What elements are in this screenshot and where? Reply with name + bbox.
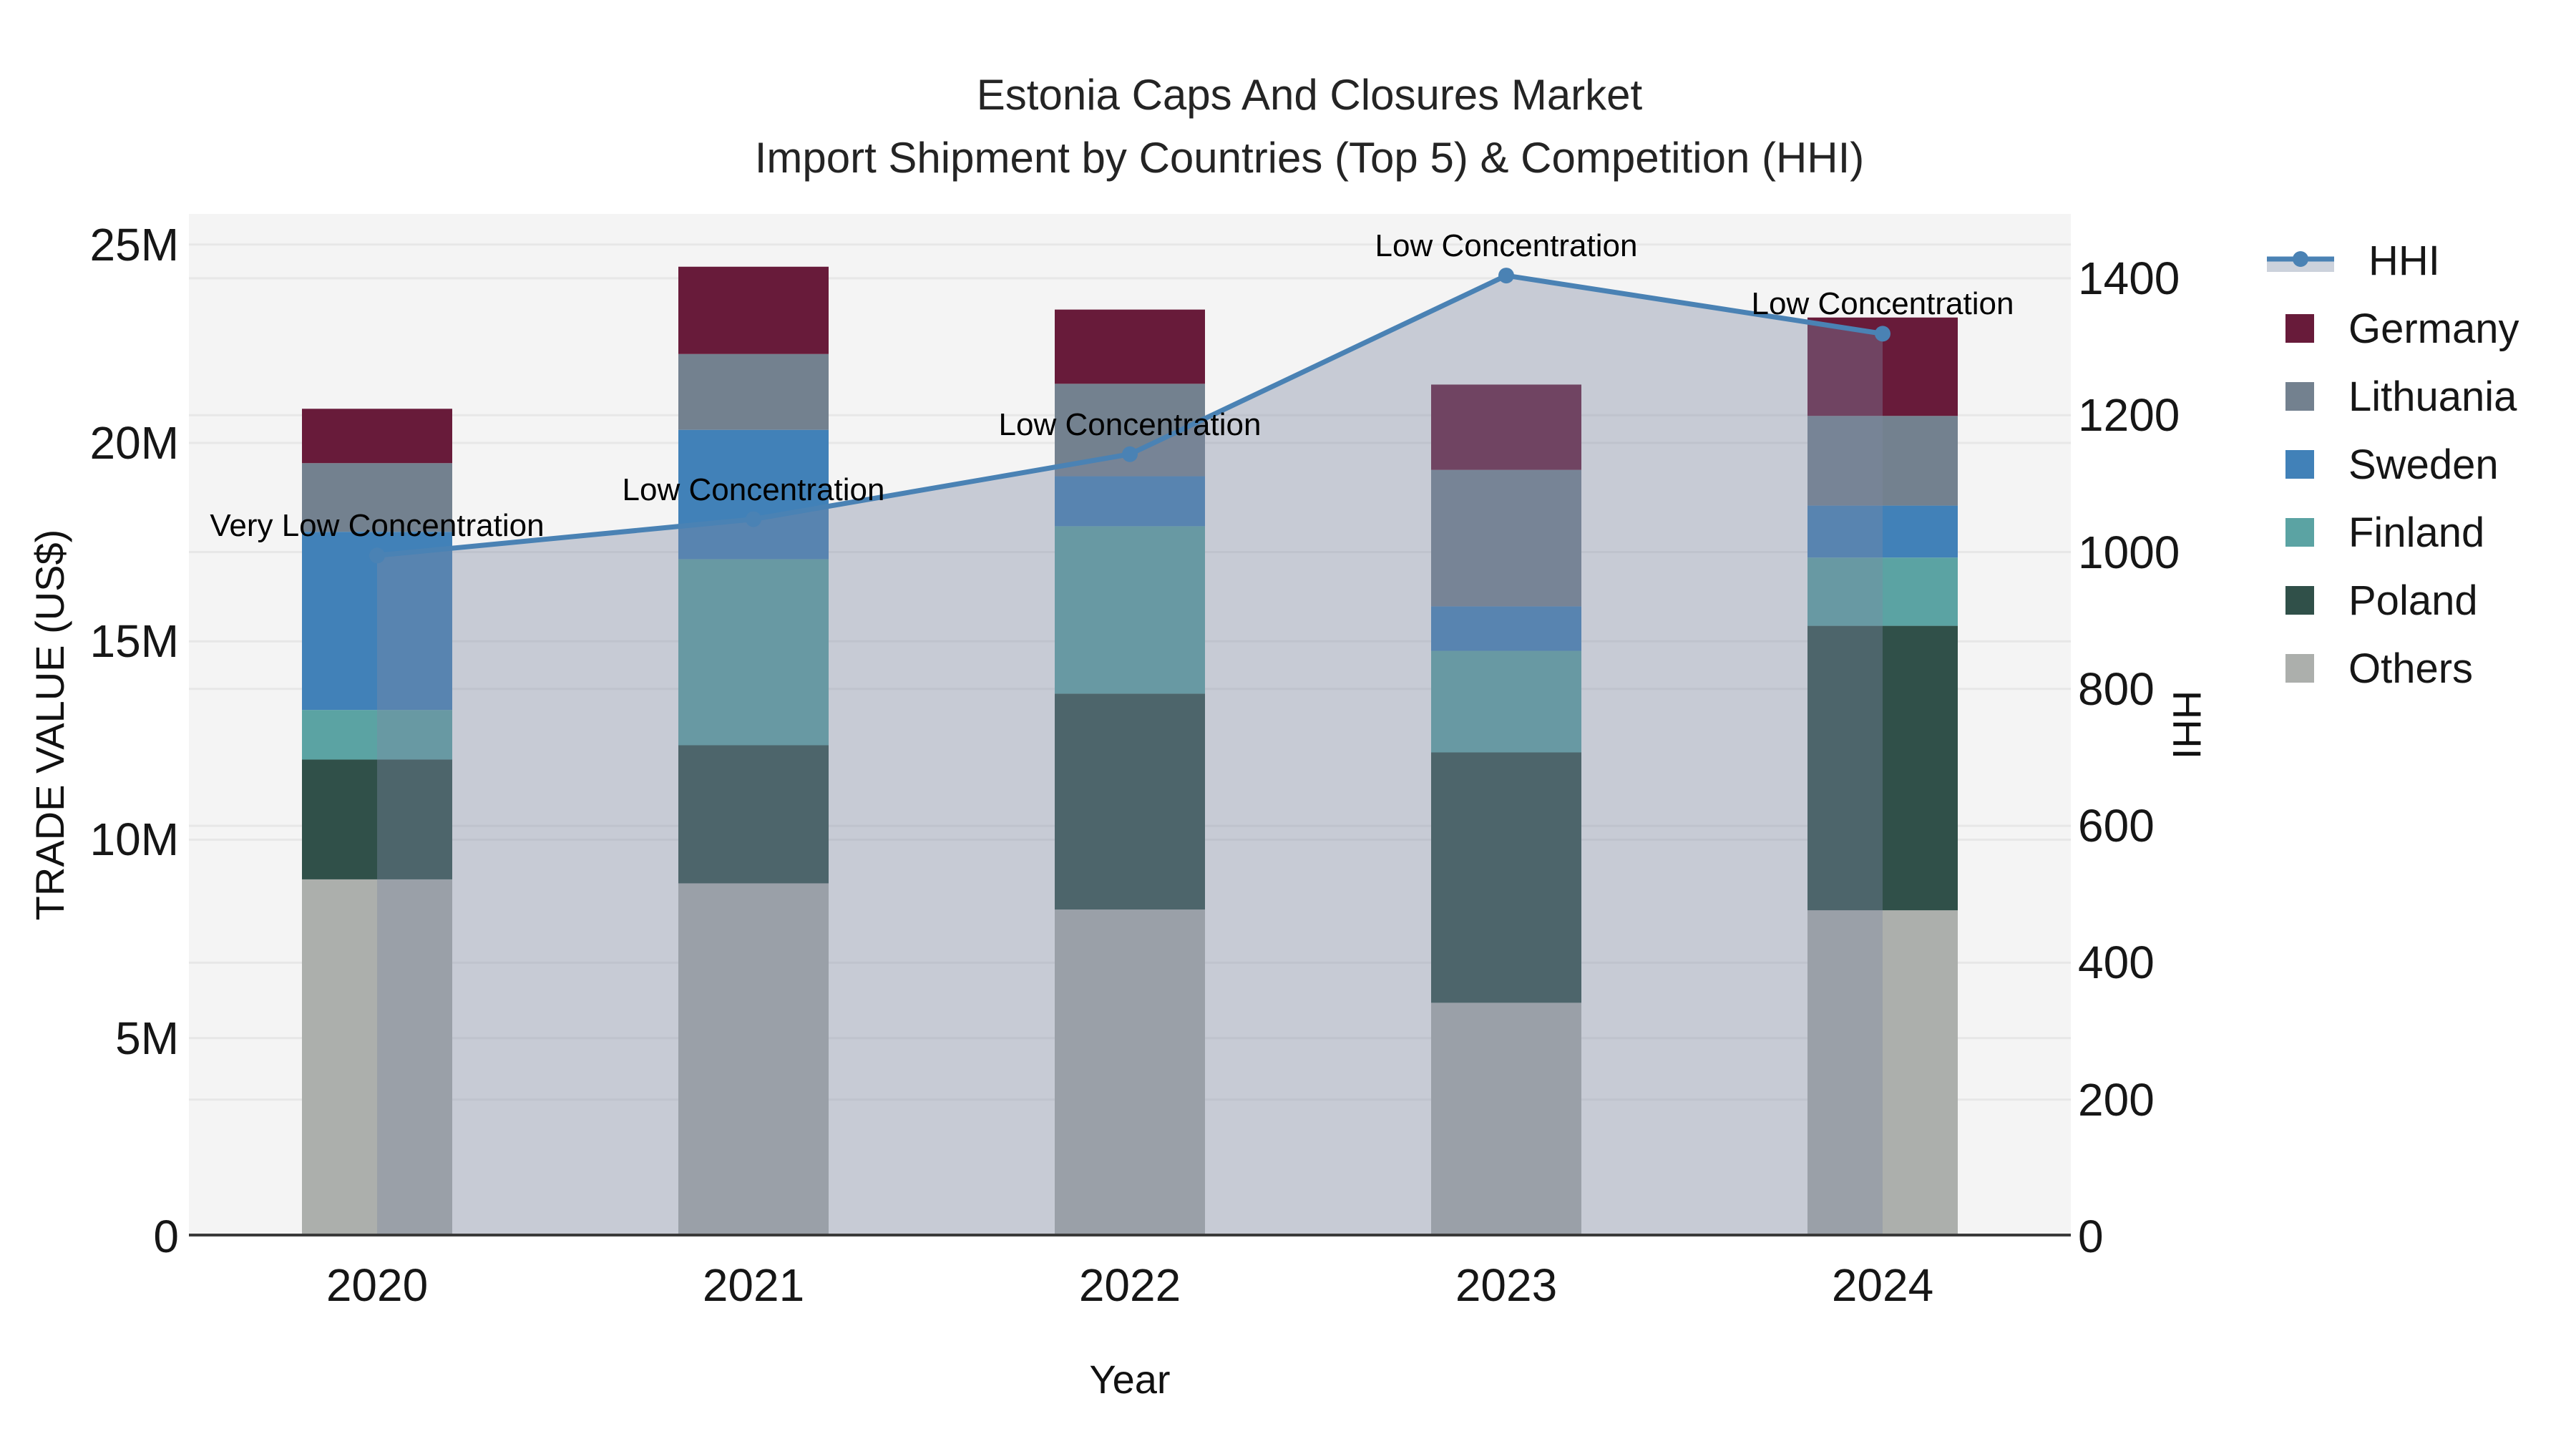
bar-segment-finland-2024[interactable] [1807, 557, 1958, 626]
legend-swatch-others [2285, 654, 2314, 683]
bar-segment-finland-2022[interactable] [1055, 526, 1205, 694]
legend-label-lithuania: Lithuania [2348, 373, 2517, 420]
legend-item-germany[interactable]: Germany [2267, 300, 2519, 357]
y-right-tick-label: 1400 [2078, 252, 2180, 304]
bar-segment-poland-2021[interactable] [678, 745, 829, 884]
y-right-tick-label: 400 [2078, 937, 2155, 989]
hhi-marker-2020[interactable] [369, 547, 385, 564]
legend-label-poland: Poland [2348, 577, 2478, 624]
annotation-2022: Low Concentration [998, 406, 1262, 442]
legend-label-hhi: HHI [2368, 237, 2440, 284]
legend-swatch-sweden [2285, 450, 2314, 479]
legend-label-finland: Finland [2348, 509, 2485, 556]
y-right-tick-label: 0 [2078, 1211, 2104, 1262]
bar-segment-finland-2020[interactable] [302, 710, 452, 760]
bar-segment-poland-2022[interactable] [1055, 693, 1205, 910]
bar-segment-sweden-2023[interactable] [1431, 606, 1581, 651]
bar-segment-sweden-2022[interactable] [1055, 476, 1205, 527]
legend-item-finland[interactable]: Finland [2267, 504, 2484, 561]
legend-label-germany: Germany [2348, 305, 2519, 352]
hhi-marker-2021[interactable] [746, 511, 761, 527]
x-tick-label-2023: 2023 [1455, 1259, 1558, 1311]
y-left-tick-label: 0 [153, 1211, 179, 1262]
annotation-2020: Very Low Concentration [210, 508, 545, 544]
y-axis-title-left: TRADE VALUE (US$) [27, 529, 72, 921]
chart-title-line1: Estonia Caps And Closures Market [976, 71, 1643, 119]
bar-segment-germany-2020[interactable] [302, 409, 452, 464]
legend-swatch-poland [2285, 586, 2314, 615]
bar-segment-poland-2020[interactable] [302, 759, 452, 879]
legend-item-poland[interactable]: Poland [2267, 572, 2478, 629]
legend-label-sweden: Sweden [2348, 441, 2499, 488]
x-tick-label-2021: 2021 [702, 1259, 805, 1311]
y-left-tick-label: 10M [89, 814, 180, 866]
y-left-tick-label: 25M [89, 218, 180, 270]
legend-item-others[interactable]: Others [2267, 640, 2473, 697]
y-right-tick-label: 200 [2078, 1073, 2155, 1126]
x-axis-title: Year [1089, 1357, 1171, 1402]
bar-segment-lithuania-2023[interactable] [1431, 469, 1581, 607]
legend-swatch-lithuania [2285, 382, 2314, 411]
bar-segment-others-2021[interactable] [678, 883, 829, 1236]
plot-area [189, 214, 2071, 1236]
legend-swatch-finland [2285, 518, 2314, 547]
legend-item-sweden[interactable]: Sweden [2267, 436, 2499, 493]
y-right-tick-label: 1000 [2078, 526, 2180, 578]
bar-segment-poland-2023[interactable] [1431, 752, 1581, 1003]
bar-segment-finland-2023[interactable] [1431, 650, 1581, 753]
bar-segment-others-2020[interactable] [302, 879, 452, 1236]
y-right-tick-label: 600 [2078, 800, 2155, 852]
legend-item-lithuania[interactable]: Lithuania [2267, 368, 2517, 425]
hhi-marker-2023[interactable] [1498, 268, 1514, 284]
y-left-tick-label: 20M [89, 416, 180, 469]
bar-segment-sweden-2021[interactable] [678, 429, 829, 560]
bar-segment-others-2023[interactable] [1431, 1002, 1581, 1236]
bar-segment-poland-2024[interactable] [1807, 625, 1958, 911]
legend-label-others: Others [2348, 645, 2474, 692]
bar-segment-sweden-2024[interactable] [1807, 505, 1958, 558]
x-tick-label-2024: 2024 [1831, 1259, 1934, 1311]
chart-title-line2: Import Shipment by Countries (Top 5) & C… [754, 134, 1865, 182]
bar-segment-lithuania-2024[interactable] [1807, 416, 1958, 506]
annotation-2024: Low Concentration [1751, 286, 2014, 322]
hhi-marker-2024[interactable] [1875, 326, 1890, 342]
bar-segment-germany-2021[interactable] [678, 266, 829, 354]
hhi-marker-2022[interactable] [1122, 446, 1138, 462]
annotation-2023: Low Concentration [1375, 228, 1638, 264]
bar-segment-germany-2023[interactable] [1431, 384, 1581, 470]
x-tick-label-2022: 2022 [1078, 1259, 1181, 1311]
y-left-tick-label: 15M [89, 615, 180, 668]
bar-segment-others-2022[interactable] [1055, 909, 1205, 1236]
hhi-line-legend-swatch [2267, 245, 2334, 276]
y-right-tick-label: 800 [2078, 663, 2155, 715]
x-tick-label-2020: 2020 [326, 1259, 429, 1311]
hhi-area-fill [377, 275, 1883, 1236]
bar-segment-lithuania-2020[interactable] [302, 463, 452, 532]
legend-swatch-germany [2285, 314, 2314, 343]
bar-segment-finland-2021[interactable] [678, 559, 829, 746]
y-left-tick-label: 5M [115, 1012, 179, 1064]
bar-segment-lithuania-2021[interactable] [678, 353, 829, 430]
annotation-2021: Low Concentration [622, 472, 885, 507]
bar-segment-others-2024[interactable] [1807, 910, 1958, 1236]
y-right-tick-label: 1200 [2078, 389, 2180, 441]
legend-item-hhi[interactable]: HHI [2267, 232, 2440, 289]
bar-segment-germany-2022[interactable] [1055, 309, 1205, 384]
